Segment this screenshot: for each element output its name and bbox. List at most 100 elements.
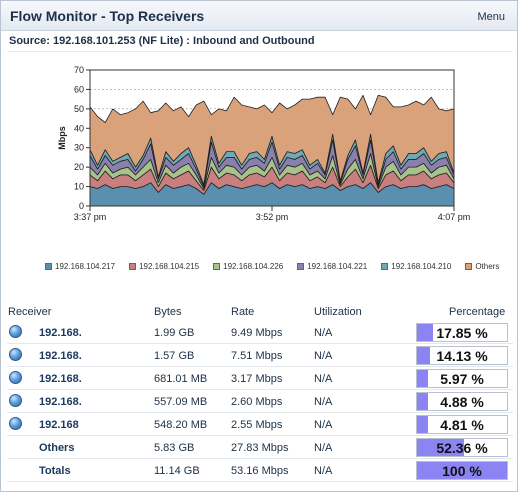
- percentage-value: 100 %: [442, 463, 482, 479]
- utilization-value: N/A: [314, 419, 333, 431]
- legend-item: 192.168.104.215: [129, 262, 199, 271]
- percentage-fill: [417, 370, 428, 387]
- y-axis-label: Mbps: [57, 126, 67, 150]
- bytes-value: 557.09 MB: [154, 396, 208, 408]
- receiver-name[interactable]: 192.168.: [39, 327, 82, 339]
- globe-icon[interactable]: [9, 325, 22, 338]
- percentage-value: 52.36 %: [436, 440, 488, 456]
- row-divider: [7, 435, 513, 436]
- chart-axes: 0 10 20 30 40 50 60 70 3:37 pm 3:52 pm 4:07 pm Mbps: [57, 65, 470, 222]
- table-row: Others 5.83 GB 27.83 Mbps N/A 52.36 %: [1, 436, 518, 459]
- row-divider: [7, 366, 513, 367]
- chart-legend: 192.168.104.217 192.168.104.215 192.168.10…: [45, 262, 515, 274]
- row-divider: [7, 412, 513, 413]
- percentage-bar: 4.81 %: [416, 415, 508, 434]
- receiver-name: Others: [39, 442, 75, 454]
- y-tick-label: 40: [74, 123, 84, 133]
- y-tick-label: 70: [74, 65, 84, 75]
- globe-icon[interactable]: [9, 371, 22, 384]
- divider: [7, 51, 513, 52]
- rate-value: 53.16 Mbps: [231, 465, 289, 477]
- bytes-value: 1.99 GB: [154, 327, 195, 339]
- utilization-value: N/A: [314, 373, 333, 385]
- x-tick-label: 4:07 pm: [438, 212, 471, 222]
- legend-swatch: [45, 263, 52, 270]
- percentage-bar: 17.85 %: [416, 323, 508, 342]
- receiver-name[interactable]: 192.168: [39, 419, 79, 431]
- utilization-value: N/A: [314, 396, 333, 408]
- col-percentage[interactable]: Percentage: [449, 306, 506, 318]
- legend-item: 192.168.104.210: [381, 262, 451, 271]
- percentage-value: 14.13 %: [436, 348, 488, 364]
- rate-value: 3.17 Mbps: [231, 373, 283, 385]
- menu-link[interactable]: Menu: [477, 11, 505, 23]
- legend-swatch: [465, 263, 473, 270]
- table-row: 192.168. 681.01 MB 3.17 Mbps N/A 5.97 %: [1, 367, 518, 390]
- traffic-chart: 0 10 20 30 40 50 60 70 3:37 pm 3:52 pm 4:07 pm Mbps: [57, 65, 470, 222]
- rate-value: 27.83 Mbps: [231, 442, 289, 454]
- percentage-fill: [417, 324, 434, 341]
- col-receiver[interactable]: Receiver: [8, 306, 52, 318]
- row-divider: [7, 389, 513, 390]
- percentage-fill: [417, 439, 465, 456]
- receiver-name[interactable]: 192.168.: [39, 396, 82, 408]
- y-tick-label: 10: [74, 182, 84, 192]
- legend-label: 192.168.104.217: [55, 262, 116, 271]
- percentage-bar: 4.88 %: [416, 392, 508, 411]
- row-divider: [7, 458, 513, 459]
- receiver-name[interactable]: 192.168.: [39, 350, 82, 362]
- legend-label: Others: [475, 262, 500, 271]
- percentage-fill: [417, 347, 430, 364]
- utilization-value: N/A: [314, 350, 333, 362]
- legend-label: 192.168.104.215: [139, 262, 200, 271]
- plot-frame: [89, 69, 455, 207]
- legend-item: 192.168.104.221: [297, 262, 367, 271]
- receiver-name: Totals: [39, 465, 71, 477]
- chart-areas: [89, 94, 455, 207]
- row-divider: [7, 343, 513, 344]
- title-bar: Flow Monitor - Top Receivers Menu: [1, 1, 517, 31]
- table-row: 192.168. 1.99 GB 9.49 Mbps N/A 17.85 %: [1, 321, 518, 344]
- bytes-value: 548.20 MB: [154, 419, 208, 431]
- legend-swatch: [297, 263, 305, 270]
- y-tick-label: 30: [74, 143, 84, 153]
- globe-icon[interactable]: [9, 348, 22, 361]
- panel-title: Flow Monitor - Top Receivers: [10, 8, 205, 24]
- col-rate[interactable]: Rate: [231, 306, 255, 318]
- table-row: Totals 11.14 GB 53.16 Mbps N/A 100 %: [1, 459, 518, 482]
- percentage-value: 5.97 %: [440, 371, 484, 387]
- percentage-bar: 14.13 %: [416, 346, 508, 365]
- table-row: 192.168. 1.57 GB 7.51 Mbps N/A 14.13 %: [1, 344, 518, 367]
- table-header: Receiver Bytes Rate Utilization Percenta…: [1, 305, 518, 321]
- source-label: Source: 192.168.101.253 (NF Lite) : Inbo…: [9, 35, 315, 47]
- y-tick-label: 50: [74, 104, 84, 114]
- row-divider: [7, 481, 513, 482]
- legend-item: Others: [465, 262, 499, 271]
- rate-value: 2.55 Mbps: [231, 419, 283, 431]
- globe-icon[interactable]: [9, 394, 22, 407]
- legend-swatch: [129, 263, 137, 270]
- table-row: 192.168 548.20 MB 2.55 Mbps N/A 4.81 %: [1, 413, 518, 436]
- legend-label: 192.168.104.210: [391, 262, 452, 271]
- x-tick-label: 3:37 pm: [74, 212, 107, 222]
- y-tick-label: 0: [79, 201, 84, 211]
- percentage-value: 4.81 %: [440, 417, 484, 433]
- legend-label: 192.168.104.226: [223, 262, 284, 271]
- receiver-name[interactable]: 192.168.: [39, 373, 82, 385]
- legend-label: 192.168.104.221: [307, 262, 368, 271]
- legend-item: 192.168.104.226: [213, 262, 283, 271]
- percentage-bar: 100 %: [416, 461, 508, 480]
- legend-item: 192.168.104.217: [45, 262, 115, 271]
- col-utilization[interactable]: Utilization: [314, 306, 362, 318]
- bytes-value: 5.83 GB: [154, 442, 195, 454]
- legend-swatch: [213, 263, 221, 270]
- x-tick-label: 3:52 pm: [256, 212, 289, 222]
- col-bytes[interactable]: Bytes: [154, 306, 182, 318]
- percentage-value: 4.88 %: [440, 394, 484, 410]
- percentage-value: 17.85 %: [436, 325, 488, 341]
- utilization-value: N/A: [314, 442, 333, 454]
- rate-value: 2.60 Mbps: [231, 396, 283, 408]
- utilization-value: N/A: [314, 327, 333, 339]
- table-row: 192.168. 557.09 MB 2.60 Mbps N/A 4.88 %: [1, 390, 518, 413]
- globe-icon[interactable]: [9, 417, 22, 430]
